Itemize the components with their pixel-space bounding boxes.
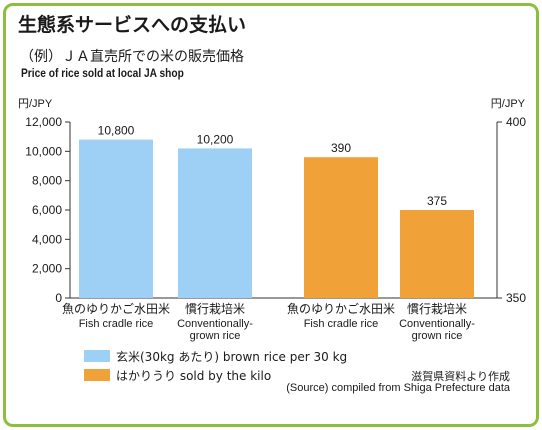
source-note-ja: 滋賀県資料より作成	[411, 370, 510, 383]
left-axis-tick-label: 10,000	[25, 144, 62, 158]
category-label-ja: 魚のゆりかご水田米	[62, 301, 170, 316]
right-axis-tick-label: 400	[506, 115, 526, 129]
left-axis-tick-label: 6,000	[32, 203, 62, 217]
legend-swatch-brown-rice	[84, 350, 110, 362]
left-axis-tick-label: 0	[55, 291, 62, 305]
right-axis-tick-label: 350	[506, 291, 526, 305]
bar-value-label: 375	[427, 194, 447, 208]
category-label-en: Conventionally-	[399, 318, 475, 330]
bar-chart: 円/JPY 円/JPY 0 2,000 4,000 6,000 8,000 10,000 12,…	[18, 98, 526, 342]
category-label-en: Fish cradle rice	[79, 318, 154, 330]
bar-value-label: 10,200	[197, 132, 234, 146]
right-axis-unit: 円/JPY	[491, 98, 526, 110]
chart-card: 生態系サービスへの支払い （例）ＪＡ直売所での米の販売価格 Price of r…	[3, 3, 539, 427]
bar-kilo-2	[304, 157, 378, 298]
bar-brown-1	[178, 148, 252, 298]
chart-subtitle-ja: （例）ＪＡ直売所での米の販売価格	[20, 49, 244, 65]
category-label-en: Conventionally-	[177, 318, 253, 330]
category-label-en: grown rice	[412, 330, 463, 342]
chart-title: 生態系サービスへの支払い	[18, 14, 247, 36]
legend-swatch-by-kilo	[84, 369, 110, 381]
left-axis-tick-label: 2,000	[32, 262, 62, 276]
category-label-ja: 慣行栽培米	[185, 301, 245, 316]
category-label-ja: 魚のゆりかご水田米	[287, 301, 395, 316]
bar-value-label: 10,800	[98, 124, 135, 138]
category-label-en: grown rice	[190, 330, 241, 342]
bar-kilo-3	[400, 210, 474, 298]
left-axis-tick-label: 8,000	[32, 174, 62, 188]
legend-label-by-kilo: はかりうり sold by the kilo	[116, 369, 272, 383]
category-label-ja: 慣行栽培米	[407, 301, 467, 316]
left-axis-tick-label: 4,000	[32, 232, 62, 246]
bar-brown-0	[79, 139, 153, 298]
left-axis-unit: 円/JPY	[18, 98, 53, 110]
chart-subtitle-en: Price of rice sold at local JA shop	[21, 66, 184, 80]
source-note-en: (Source) compiled from Shiga Prefecture …	[286, 382, 510, 394]
category-label-en: Fish cradle rice	[304, 318, 379, 330]
bar-value-label: 390	[331, 141, 351, 155]
left-axis-tick-label: 12,000	[25, 115, 62, 129]
legend-label-brown-rice: 玄米(30kg あたり) brown rice per 30 kg	[116, 350, 348, 364]
